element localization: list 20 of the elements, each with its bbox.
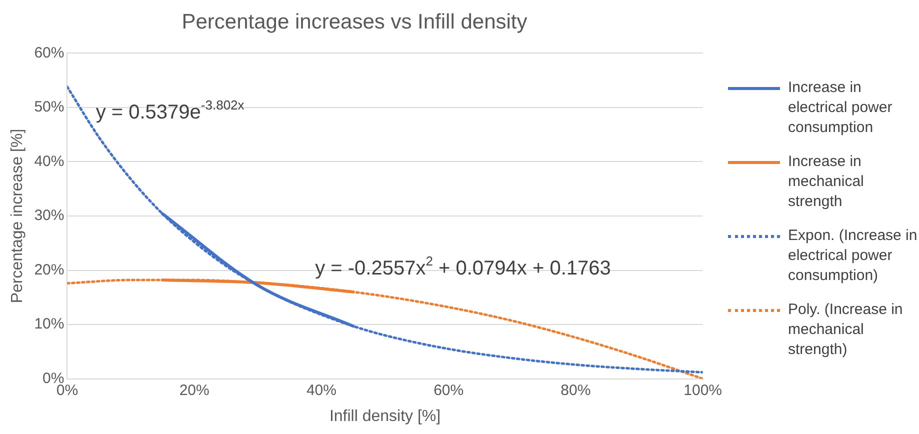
legend-label: Poly. (Increase in mechanical strength): [788, 300, 904, 360]
y-tick-label: 40%: [34, 152, 64, 170]
y-tick-label: 20%: [34, 261, 64, 278]
x-tick-label: 40%: [306, 382, 336, 399]
legend-label: Increase in mechanical strength: [788, 152, 865, 212]
x-tick-label: 20%: [179, 382, 210, 399]
x-axis-title: Infill density [%]: [329, 408, 441, 425]
x-tick-label: 60%: [434, 382, 464, 399]
y-axis-title: Percentage increase [%]: [9, 128, 26, 304]
x-tick-label: 80%: [560, 382, 591, 399]
legend-label: Increase in electrical power consumption: [788, 78, 894, 138]
y-tick-label: 10%: [34, 316, 64, 333]
line-series: [67, 86, 703, 374]
y-tick-label: 60%: [34, 44, 64, 62]
chart-title: Percentage increases vs Infill density: [182, 10, 528, 34]
x-tick-label: 100%: [684, 382, 722, 399]
y-tick-label: 30%: [34, 207, 64, 224]
legend-label: Expon. (Increase in electrical power consumption): [788, 226, 918, 286]
x-tick-label: 0%: [56, 382, 78, 399]
y-tick-label: 50%: [34, 98, 64, 116]
